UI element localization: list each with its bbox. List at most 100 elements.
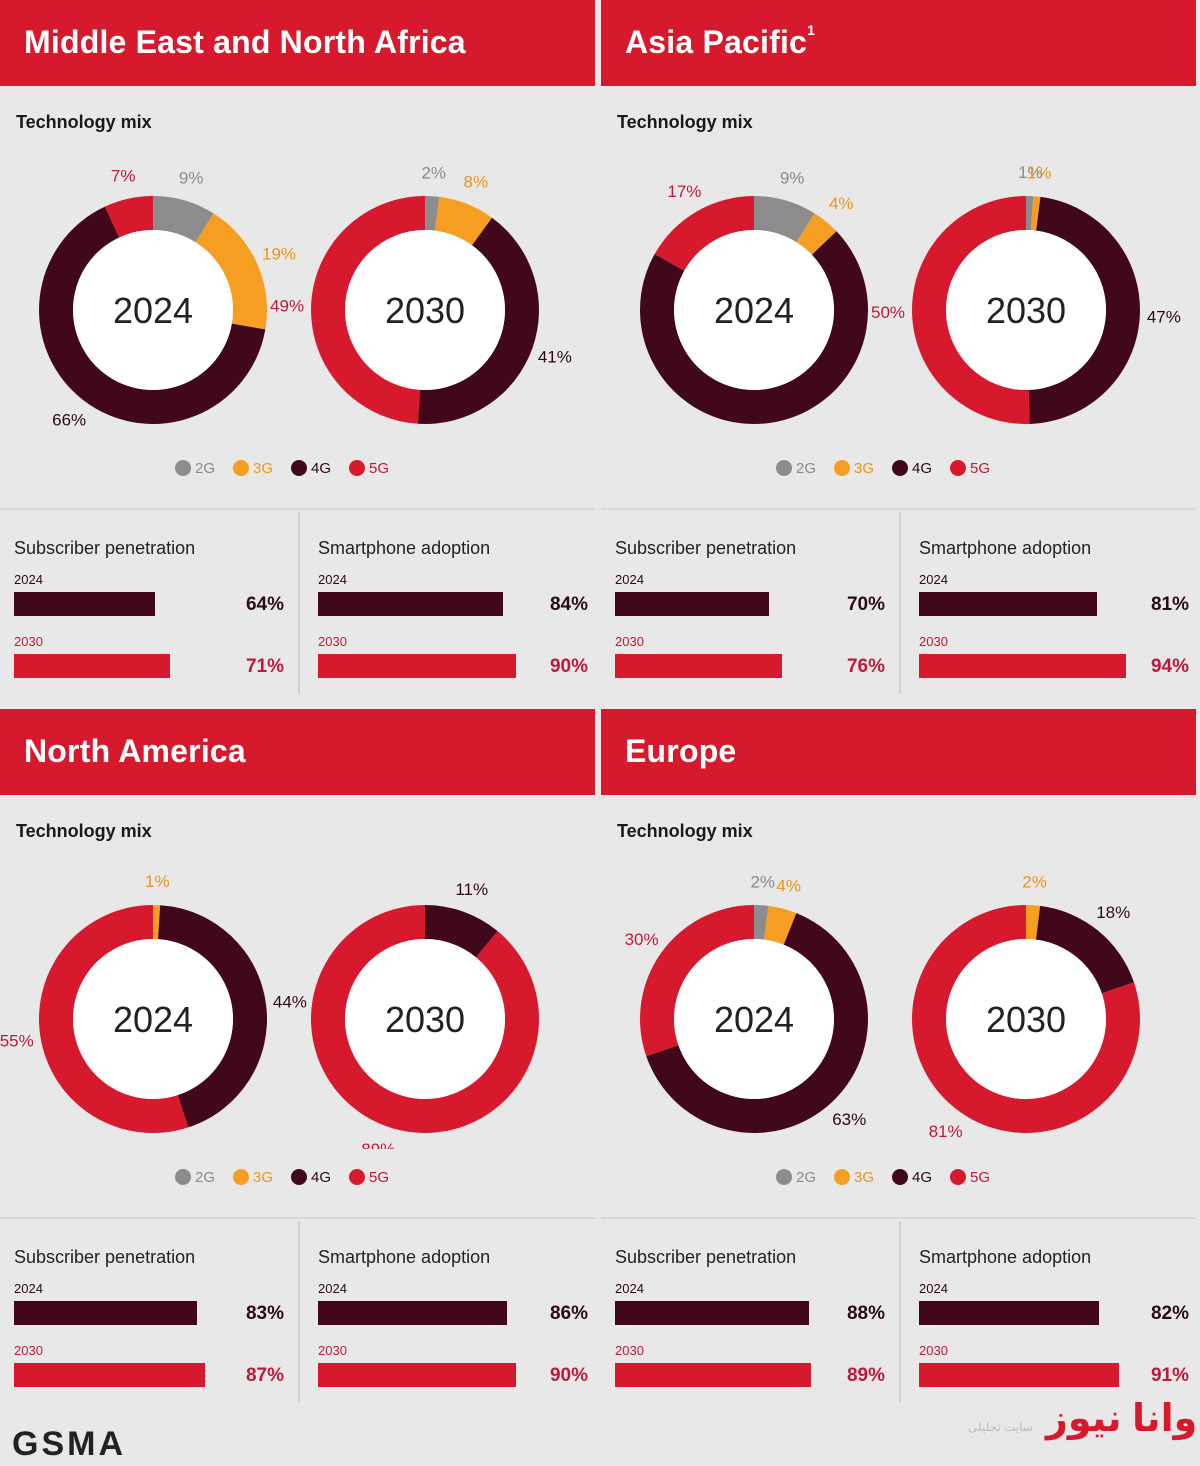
bar-track	[318, 1363, 538, 1387]
technology-mix-chart: 1% 44% 55% 2024 11% 89% 2030	[0, 872, 539, 1149]
slice-label-2030-4g: 11%	[455, 880, 488, 899]
watermark-subtitle: سایت تحلیلی	[968, 1420, 1033, 1434]
bar-value: 89%	[846, 1365, 885, 1386]
bar-row-2030: 2030 94%	[919, 632, 1189, 692]
slice-label-2024-4g: 71%	[754, 438, 788, 440]
bar-row-2030: 2030 76%	[615, 632, 885, 692]
bar-value: 88%	[846, 1303, 885, 1324]
column-divider	[298, 1221, 300, 1403]
bar-track	[919, 1301, 1139, 1325]
donut-year-2030: 2030	[385, 290, 465, 331]
legend-dot-icon	[776, 460, 792, 476]
donut-hole	[674, 230, 834, 390]
watermark-logo: وانا نیوز	[1046, 1398, 1198, 1440]
donut-year-2024: 2024	[113, 290, 193, 331]
legend-item-5g: 5G	[349, 460, 389, 477]
section-divider	[601, 1217, 1196, 1219]
slice-label-2024-3g: 4%	[776, 876, 801, 895]
slice-label-2030-3g: 8%	[464, 173, 489, 192]
slice-label-2024-2g: 2%	[750, 872, 775, 891]
donut-slice-2024-4g	[646, 913, 868, 1133]
donut-year-2030: 2030	[385, 999, 465, 1040]
legend-label: 2G	[796, 459, 817, 477]
slice-label-2024-5g: 17%	[667, 182, 701, 201]
legend-label: 2G	[796, 1168, 817, 1186]
region-name: North America	[24, 733, 246, 769]
region-name: Europe	[625, 733, 737, 769]
bar-value: 64%	[245, 594, 284, 615]
legend-item-3g: 3G	[834, 1169, 874, 1186]
donut-hole	[345, 939, 505, 1099]
bar-smartphone-adoption-2030	[919, 1363, 1120, 1387]
bar-row-2024: 2024 88%	[615, 1279, 885, 1339]
bar-track	[318, 654, 538, 678]
slice-label-2030-2g: 1%	[1018, 163, 1043, 182]
technology-mix-heading: Technology mix	[617, 821, 753, 841]
legend-item-4g: 4G	[892, 460, 932, 477]
legend-item-3g: 3G	[233, 1169, 273, 1186]
donut-slice-2030-3g	[1031, 196, 1041, 231]
legend-label: 4G	[311, 459, 332, 477]
bar-subscriber-penetration-2030	[14, 1363, 206, 1387]
legend-item-4g: 4G	[892, 1169, 932, 1186]
bar-year: 2030	[919, 634, 948, 649]
donut-year-2030: 2030	[986, 290, 1066, 331]
bar-row-2030: 2030 89%	[615, 1341, 885, 1401]
legend: 2G 3G 4G 5G	[776, 458, 990, 478]
bar-row-2030: 2030 71%	[14, 632, 284, 692]
donut-slice-2024-4g	[640, 231, 868, 424]
legend-dot-icon	[834, 460, 851, 476]
legend-label: 5G	[970, 1168, 991, 1186]
bar-year: 2024	[14, 1281, 43, 1296]
legend-item-5g: 5G	[950, 1169, 990, 1186]
legend-label: 4G	[912, 1168, 933, 1186]
bar-value: 84%	[549, 594, 588, 615]
bar-smartphone-adoption-2030	[318, 654, 516, 678]
slice-label-2024-5g: 7%	[111, 166, 136, 185]
legend-item-4g: 4G	[291, 1169, 331, 1186]
donut-slice-2030-5g	[911, 196, 1030, 424]
bar-year: 2024	[919, 1281, 948, 1296]
subscriber-penetration-title: Subscriber penetration	[615, 538, 797, 558]
subscriber-penetration-panel: Subscriber penetration 2024 88% 2030 89%	[601, 1221, 889, 1403]
bar-row-2030: 2030 90%	[318, 632, 588, 692]
bar-subscriber-penetration-2024	[14, 592, 155, 616]
donut-slice-2024-5g	[654, 196, 754, 271]
subscriber-penetration-title: Subscriber penetration	[615, 1247, 797, 1267]
legend-dot-icon	[349, 460, 366, 476]
legend-label: 5G	[970, 459, 991, 477]
donut-slice-2030-4g	[1035, 905, 1134, 994]
slice-label-2024-3g: 1%	[145, 872, 170, 891]
donut-hole	[946, 230, 1106, 390]
donut-slice-2030-5g	[310, 196, 425, 424]
bar-year: 2030	[919, 1343, 948, 1358]
legend-dot-icon	[233, 460, 250, 476]
bar-year: 2030	[318, 1343, 347, 1358]
bar-smartphone-adoption-2030	[318, 1363, 516, 1387]
donut-slice-2024-3g	[764, 905, 797, 945]
technology-mix-chart: 9% 4% 71% 17% 2024 1%1% 47% 50% 2030	[640, 163, 1181, 440]
bar-subscriber-penetration-2030	[615, 654, 783, 678]
bar-value: 91%	[1150, 1365, 1189, 1386]
bar-year: 2024	[318, 1281, 347, 1296]
smartphone-adoption-title: Smartphone adoption	[919, 1247, 1092, 1267]
bar-row-2024: 2024 83%	[14, 1279, 284, 1339]
legend-dot-icon	[892, 1169, 909, 1185]
region-banner: Middle East and North Africa	[0, 0, 595, 86]
bar-row-2024: 2024 70%	[615, 570, 885, 630]
bar-subscriber-penetration-2024	[615, 1301, 809, 1325]
donut-slice-2030-2g	[1026, 196, 1034, 231]
slice-label-2030-4g: 18%	[1096, 903, 1130, 922]
donut-slice-2024-2g	[153, 196, 214, 243]
bar-row-2024: 2024 84%	[318, 570, 588, 630]
bar-row-2024: 2024 82%	[919, 1279, 1189, 1339]
donut-year-2024: 2024	[714, 290, 794, 331]
technology-mix-heading: Technology mix	[16, 821, 152, 841]
legend-item-2g: 2G	[776, 460, 816, 477]
region-banner: North America	[0, 709, 595, 795]
bar-smartphone-adoption-2024	[318, 592, 503, 616]
bar-smartphone-adoption-2030	[919, 654, 1126, 678]
bar-subscriber-penetration-2024	[615, 592, 769, 616]
smartphone-adoption-panel: Smartphone adoption 2024 81% 2030 94%	[905, 512, 1193, 694]
